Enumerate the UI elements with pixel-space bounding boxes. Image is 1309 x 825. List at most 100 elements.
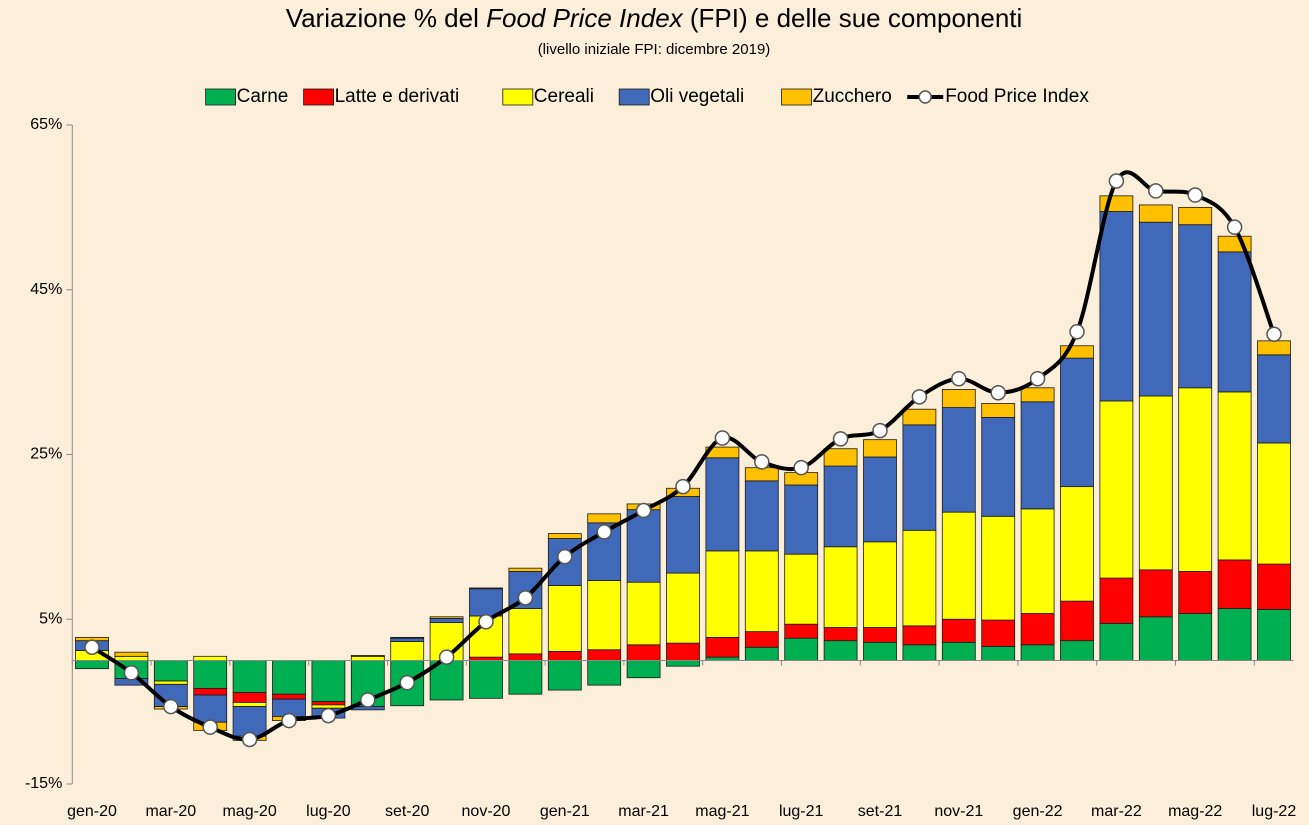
bar-segment [1257, 340, 1291, 356]
bar-segment [232, 702, 267, 707]
bar-segment [193, 688, 228, 696]
fpi-point [1226, 219, 1243, 235]
bar-segment [1138, 204, 1173, 223]
bar-segment [75, 660, 109, 670]
fpi-point [1148, 183, 1164, 199]
y-tick-label: -15% [25, 775, 62, 792]
legend-label: Food Price Index [945, 86, 1089, 107]
bar-segment [508, 567, 543, 572]
legend-label: Zucchero [813, 86, 892, 107]
bar-segment [1060, 600, 1094, 642]
bar-segment [1060, 357, 1094, 488]
y-tick-label: 65% [30, 116, 62, 133]
bar-segment [744, 550, 779, 633]
x-tick-label: lug-21 [779, 803, 824, 820]
bar-segment [508, 653, 543, 661]
bar-segment [744, 480, 779, 552]
fpi-point [596, 524, 612, 540]
legend-swatch [303, 88, 335, 106]
bar-segment [587, 660, 622, 686]
bar-segment [153, 680, 188, 685]
fpi-point [478, 613, 494, 630]
bar-segment [626, 644, 661, 661]
bar-segment [941, 618, 976, 643]
fpi-point [517, 590, 534, 606]
fpi-point [399, 674, 415, 691]
fpi-point [832, 431, 849, 447]
bar-segment [547, 660, 582, 691]
bar-segment [1020, 644, 1055, 661]
bar-segment [705, 457, 740, 552]
chart-subtitle: (livello iniziale FPI: dicembre 2019) [538, 41, 771, 58]
bar-segment [1099, 211, 1134, 402]
bar-segment [311, 660, 346, 703]
bar-segment [114, 655, 149, 661]
bar-segment [626, 660, 661, 679]
bar-segment [863, 439, 897, 458]
bar-segment [547, 585, 582, 652]
bar-segment [902, 424, 937, 531]
fpi-point [1029, 370, 1046, 387]
bar-segment [1217, 251, 1252, 393]
bar-segment [744, 646, 779, 661]
bar-segment [193, 694, 228, 723]
fpi-point [202, 719, 218, 735]
fpi-point [1069, 324, 1085, 340]
bar-segment [1178, 206, 1213, 226]
bar-segment [784, 623, 819, 639]
bar-segment [823, 640, 858, 661]
x-tick-label: mag-22 [1168, 803, 1222, 820]
fpi-point [754, 454, 770, 470]
bar-segment [666, 572, 700, 644]
title-part: (FPI) e delle sue componenti [683, 3, 1023, 33]
bar-segment [508, 608, 543, 655]
y-tick-label: 45% [30, 281, 62, 298]
legend-swatch [205, 88, 237, 106]
x-tick-label: nov-20 [462, 803, 511, 820]
x-tick-label: mar-22 [1091, 803, 1142, 820]
bar-segment [469, 660, 503, 699]
bar-segment [626, 581, 661, 646]
fpi-point [951, 370, 967, 387]
fpi-point [1187, 187, 1203, 203]
legend-swatch [502, 88, 534, 106]
x-tick-label: gen-22 [1013, 803, 1063, 820]
bars [75, 195, 1291, 741]
bar-segment [902, 529, 937, 627]
bar-segment [1178, 387, 1213, 572]
y-tick-label: 25% [30, 446, 62, 463]
bar-segment [1178, 224, 1213, 389]
bar-segment [666, 660, 700, 667]
bar-segment [902, 625, 937, 646]
bar-segment [666, 496, 700, 574]
bar-segment [587, 580, 622, 651]
bar-segment [1138, 616, 1173, 661]
bar-segment [1178, 571, 1213, 614]
bar-segment [193, 660, 228, 689]
bar-segment [705, 550, 740, 638]
bar-segment [863, 456, 897, 543]
bar-segment [1138, 395, 1173, 571]
bar-segment [823, 465, 858, 548]
bar-segment [705, 636, 740, 658]
fpi-point [281, 712, 297, 729]
bar-segment [902, 644, 937, 661]
y-tick-label: 5% [39, 610, 62, 627]
fpi-point [911, 389, 928, 405]
bar-segment [1060, 486, 1094, 602]
bar-segment [941, 641, 976, 661]
bar-segment [1020, 387, 1055, 403]
bar-segment [469, 587, 503, 590]
x-tick-label: mag-21 [695, 803, 749, 820]
fpi-point [123, 665, 140, 681]
bar-segment [941, 407, 976, 513]
title-part: Variazione % del [286, 3, 486, 33]
bar-segment [272, 660, 306, 695]
bar-segment [311, 704, 346, 709]
bar-segment [981, 515, 1016, 621]
x-tick-label: lug-22 [1252, 803, 1297, 820]
bar-segment [1099, 622, 1134, 661]
bar-segment [1257, 442, 1291, 565]
bar-segment [784, 637, 819, 661]
